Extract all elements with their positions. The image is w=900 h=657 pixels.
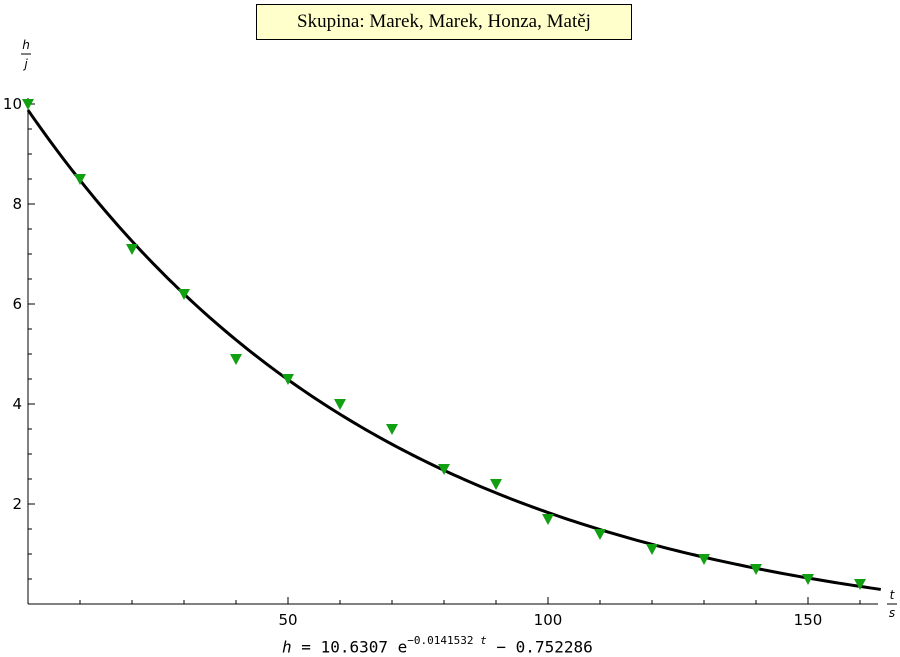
data-point bbox=[22, 99, 34, 110]
data-point bbox=[386, 424, 398, 435]
axes bbox=[27, 98, 878, 605]
data-point bbox=[698, 554, 710, 565]
y-axis-unit-denominator: j bbox=[22, 57, 28, 71]
formula-lhs: h bbox=[282, 637, 292, 657]
data-point bbox=[802, 574, 814, 585]
data-point bbox=[594, 529, 606, 540]
data-point bbox=[490, 479, 502, 490]
formula-exponent-variable: t bbox=[480, 634, 487, 647]
data-points bbox=[22, 99, 866, 590]
data-point bbox=[646, 544, 658, 555]
data-point bbox=[542, 514, 554, 525]
data-point bbox=[438, 464, 450, 475]
formula-tail: − 0.752286 bbox=[496, 637, 593, 657]
formula-exponent: −0.0141532 t bbox=[407, 634, 486, 647]
y-axis-unit-numerator: h bbox=[22, 38, 30, 52]
formula-equals: = bbox=[301, 637, 311, 657]
y-tick-label: 8 bbox=[12, 195, 22, 213]
chart-title: Skupina: Marek, Marek, Honza, Matěj bbox=[256, 4, 632, 40]
data-point bbox=[230, 354, 242, 365]
x-tick-label: 100 bbox=[534, 611, 563, 629]
axis-ticks: 50 100 150 2 4 6 8 10 bbox=[3, 95, 861, 629]
x-axis-unit-denominator: s bbox=[889, 606, 895, 620]
formula-exponent-value: −0.0141532 bbox=[407, 634, 474, 647]
y-tick-label: 4 bbox=[12, 395, 22, 413]
data-point bbox=[854, 579, 866, 590]
data-point bbox=[178, 289, 190, 300]
data-point bbox=[74, 174, 86, 185]
y-tick-label: 6 bbox=[12, 295, 22, 313]
x-tick-label: 150 bbox=[794, 611, 823, 629]
y-tick-label: 2 bbox=[12, 495, 22, 513]
x-axis-unit-numerator: t bbox=[890, 588, 896, 602]
y-tick-label: 10 bbox=[3, 95, 22, 113]
x-tick-label: 50 bbox=[278, 611, 297, 629]
data-point bbox=[126, 244, 138, 255]
data-point bbox=[750, 564, 762, 575]
formula-coefficient: 10.6307 bbox=[320, 637, 388, 657]
formula-base: e bbox=[397, 637, 408, 657]
data-point bbox=[334, 399, 346, 410]
fit-curve bbox=[26, 109, 882, 591]
data-point bbox=[282, 374, 294, 385]
fit-formula: h = 10.6307 e−0.0141532 t − 0.752286 bbox=[282, 634, 593, 657]
